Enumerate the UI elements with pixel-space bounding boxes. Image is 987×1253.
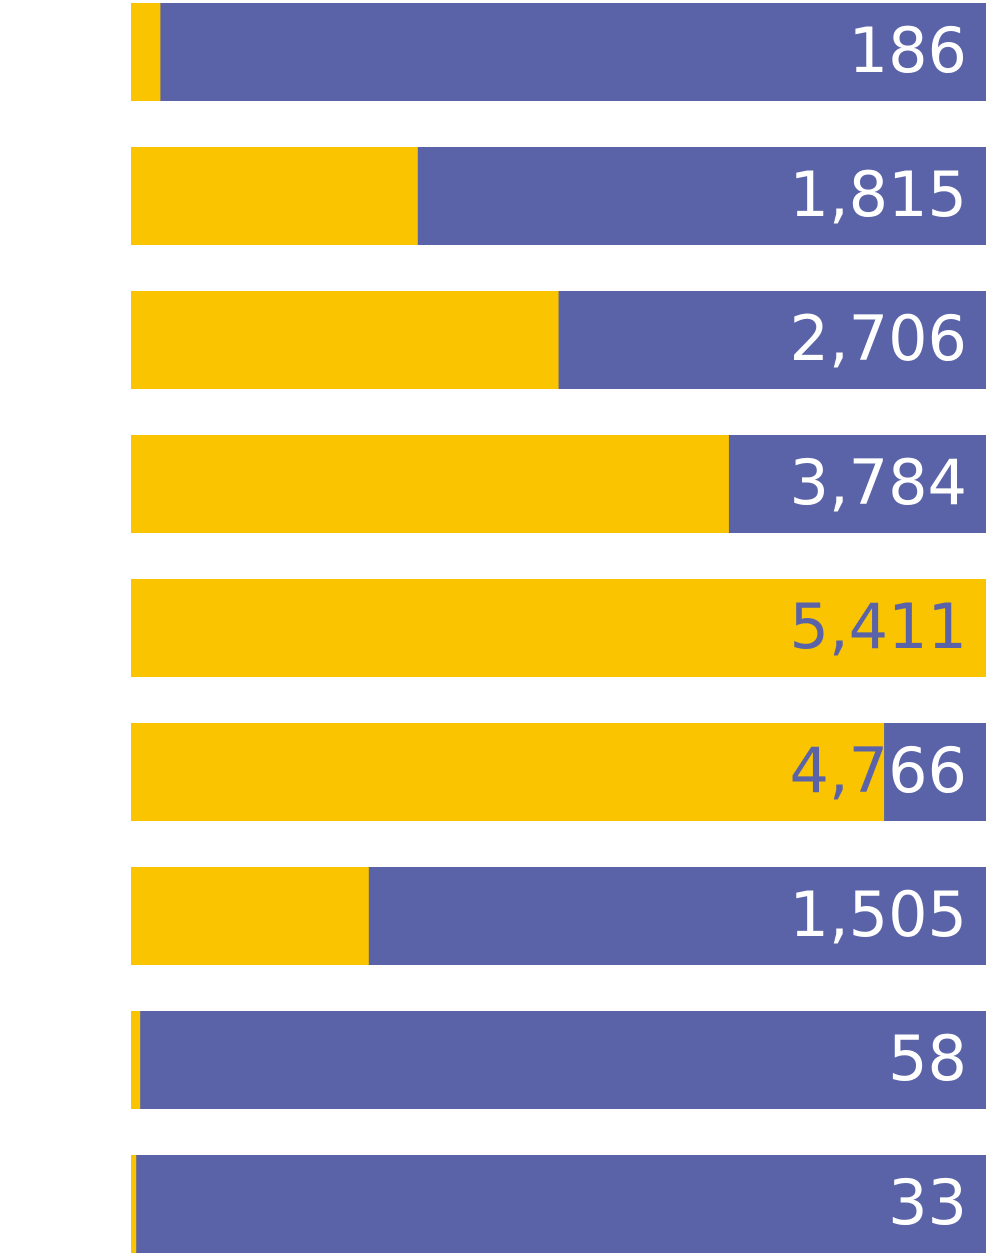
bar-2: 1,8151,815	[131, 147, 986, 245]
bar-fill	[131, 867, 369, 965]
bar-track	[131, 1011, 986, 1109]
bar-1: 186186	[131, 3, 986, 101]
bar-8: 5858	[131, 1011, 986, 1109]
data-label: 1,815	[790, 158, 968, 231]
bar-track	[131, 3, 986, 101]
bar-5: 5,4115,411	[131, 579, 986, 677]
bar-fill	[131, 1155, 137, 1253]
data-label: 33	[888, 1166, 967, 1239]
bar-fill	[131, 291, 559, 389]
bar-4: 3,7843,784	[131, 435, 986, 533]
bar-fill	[131, 723, 885, 821]
bar-fill	[131, 1011, 141, 1109]
bars-layer: 186186 1,8151,815 2,7062,706 3,7843,784 5,41…	[131, 3, 986, 1253]
data-label: 58	[888, 1022, 967, 1095]
bar-fill	[131, 435, 729, 533]
data-label-overlay: 5,411	[790, 590, 968, 663]
bar-fill	[131, 579, 986, 677]
bar-7: 1,5051,505	[131, 867, 986, 965]
data-label: 3,784	[790, 446, 968, 519]
data-label-overlay: 4,766	[790, 734, 968, 807]
data-label: 4,766	[790, 734, 968, 807]
bar-9: 3333	[131, 1155, 986, 1253]
bar-6: 4,7664,766	[131, 723, 986, 821]
data-label: 186	[849, 14, 967, 87]
bar-3: 2,7062,706	[131, 291, 986, 389]
bar-fill	[131, 3, 161, 101]
bar-fill	[131, 147, 418, 245]
bar-track	[131, 1155, 986, 1253]
data-label: 2,706	[790, 302, 968, 375]
data-label: 1,505	[790, 878, 968, 951]
